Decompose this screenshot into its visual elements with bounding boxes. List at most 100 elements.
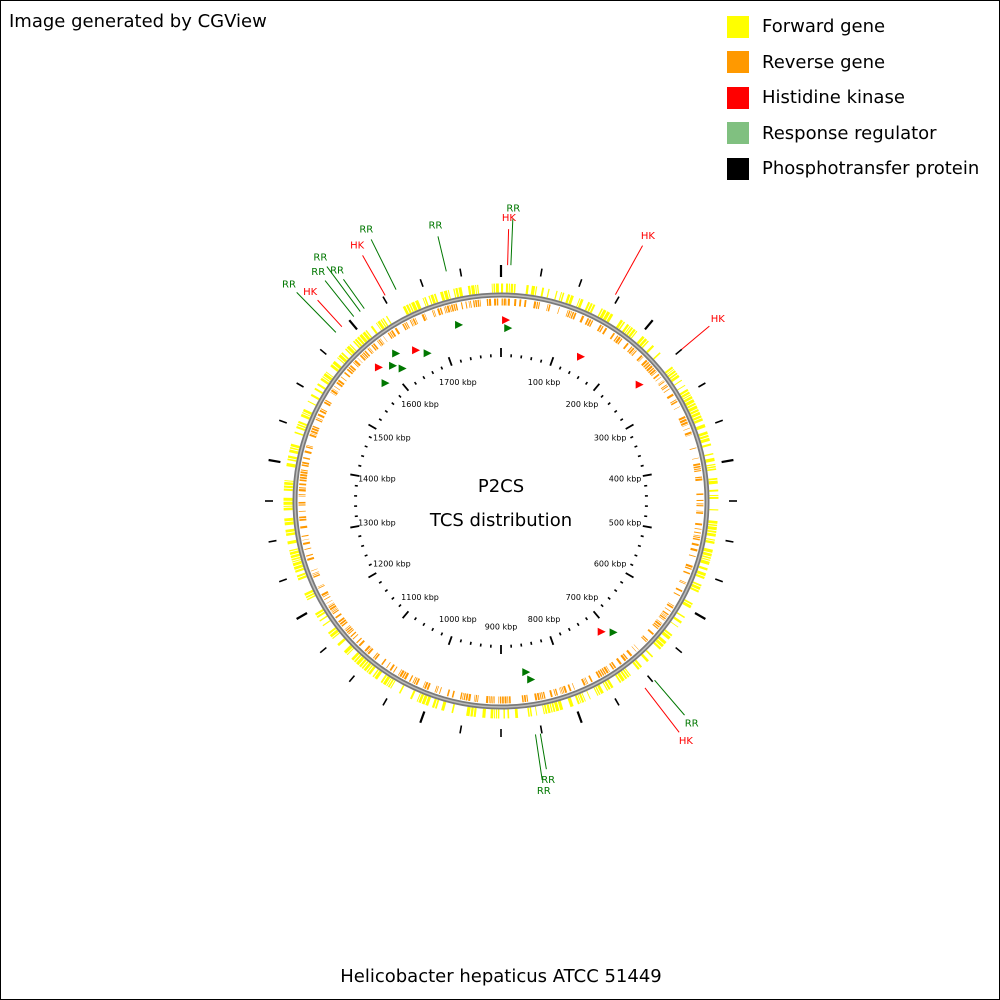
reverse-gene-block [352, 634, 359, 640]
kbp-label: 1600 kbp [401, 400, 439, 409]
kbp-labels: 100 kbp 200 kbp 300 kbp 400 kbp 500 kbp 600 k… [358, 378, 641, 631]
forward-gene-block [346, 648, 354, 656]
forward-gene-block [414, 299, 422, 310]
reverse-gene-block [350, 631, 357, 638]
forward-gene-block [692, 581, 702, 587]
reverse-gene-block [415, 678, 421, 686]
reverse-gene-block [309, 433, 317, 438]
reverse-gene-block [620, 654, 627, 662]
reverse-gene-block [325, 399, 332, 405]
reverse-gene-block [348, 629, 355, 635]
tcs-marker-hk [502, 316, 511, 325]
forward-gene-block [664, 629, 673, 637]
kbp-label: 700 kbp [566, 593, 599, 602]
forward-gene-block [430, 294, 436, 304]
forward-gene-block [554, 701, 560, 712]
tcs-callout-label: HK [641, 231, 656, 242]
inner-tick [592, 610, 601, 619]
reverse-gene-block [601, 667, 607, 675]
forward-gene-block [657, 636, 667, 645]
kbp-label: 800 kbp [528, 615, 561, 624]
forward-gene-block [695, 424, 706, 431]
forward-gene-block [319, 615, 328, 622]
tcs-callout-label: RR [506, 203, 520, 214]
inner-tick [440, 632, 444, 636]
tcs-callout-label: RR [428, 221, 442, 232]
forward-gene-block [693, 418, 704, 424]
forward-gene-block [577, 298, 584, 309]
tcs-callout-label: RR [685, 718, 699, 729]
forward-gene-block [688, 405, 698, 413]
forward-gene-block [296, 426, 306, 432]
forward-gene-block [622, 323, 630, 333]
forward-gene-block [434, 699, 440, 709]
inner-tick [368, 563, 372, 567]
reverse-gene-block [412, 318, 417, 326]
inner-tick [630, 563, 634, 567]
forward-gene-block [705, 457, 715, 463]
forward-gene-block [441, 701, 447, 711]
forward-gene-block [398, 685, 405, 694]
forward-gene-block [606, 679, 614, 689]
forward-gene-block [386, 678, 392, 687]
forward-gene-block [646, 344, 655, 353]
reverse-gene-block [680, 421, 689, 427]
tcs-callout-line [644, 687, 680, 733]
legend-label: Histidine kinase [762, 87, 905, 109]
reverse-gene-block [675, 587, 683, 593]
inner-tick [368, 435, 372, 439]
reverse-gene-block [349, 364, 357, 371]
forward-gene-block [402, 305, 410, 316]
forward-gene-block [368, 666, 376, 675]
reverse-gene-block [401, 671, 407, 679]
reverse-gene-block [647, 629, 655, 636]
forward-gene-block [293, 564, 304, 570]
tcs-marker-rr [504, 324, 513, 333]
center-subtitle: TCS distribution [429, 510, 572, 531]
forward-gene-block [606, 313, 614, 323]
outer-tick [675, 646, 683, 654]
legend-swatch-forward-gene [727, 15, 749, 38]
forward-gene-block [683, 396, 693, 403]
reverse-gene-block [626, 649, 633, 657]
tcs-callout-label: HK [679, 736, 694, 747]
tcs-marker-rr [381, 379, 390, 388]
forward-gene-block [696, 570, 707, 577]
forward-gene-block [365, 330, 373, 338]
forward-gene-block [352, 340, 361, 349]
forward-gene-block [314, 387, 324, 395]
forward-gene-block [574, 695, 580, 705]
tcs-marker-rr [522, 668, 531, 677]
tcs-callout-line [507, 229, 510, 266]
reverse-gene-block [658, 381, 665, 386]
forward-gene-block [310, 393, 320, 401]
outer-tick [714, 419, 724, 424]
reverse-gene-block [666, 603, 674, 609]
tcs-callout-line [534, 734, 543, 781]
forward-gene-block [584, 301, 591, 311]
forward-gene-block [597, 684, 604, 694]
inner-tick [530, 641, 533, 645]
reverse-gene-block [622, 342, 629, 350]
inner-tick [630, 435, 634, 439]
inner-tick [431, 627, 435, 632]
forward-gene-block [390, 680, 396, 689]
reverse-gene-block [390, 330, 397, 337]
forward-gene-block [689, 409, 699, 415]
reverse-gene-block [685, 563, 693, 568]
outer-tick [576, 711, 583, 724]
forward-gene-block [377, 320, 385, 330]
inner-tick [413, 381, 418, 385]
reverse-gene-block [631, 350, 637, 357]
reverse-gene-block [652, 623, 659, 630]
outer-tick [278, 419, 288, 424]
legend-label: Forward gene [762, 16, 886, 38]
legend: Forward gene Reverse gene Histidine kina… [727, 9, 979, 187]
reverse-gene-block [344, 371, 351, 378]
credit-text: Image generated by CGView [9, 11, 267, 32]
reverse-gene-block [679, 418, 687, 424]
reverse-gene-block [644, 363, 651, 370]
inner-tick [413, 617, 418, 621]
reverse-gene-block [684, 431, 692, 436]
forward-gene-block [690, 587, 700, 593]
